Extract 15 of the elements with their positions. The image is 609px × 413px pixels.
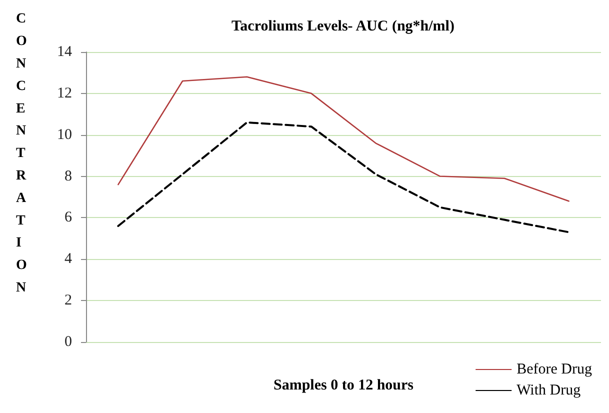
legend-label: Before Drug (516, 362, 592, 378)
y-tick-label: 2 (64, 292, 72, 309)
x-axis-title: Samples 0 to 12 hours (273, 378, 414, 394)
text: CONCENTRATION (16, 12, 27, 296)
y-tick-label: 0 (64, 334, 72, 350)
y-tick-label: 10 (57, 126, 72, 143)
y-tick-label: 8 (64, 168, 72, 184)
chart-title: Tacroliums Levels- AUC (ng*h/ml) (232, 18, 454, 34)
y-tick-label: 14 (57, 44, 72, 60)
y-tick-label: 12 (57, 85, 72, 102)
y-tick-label: 4 (64, 251, 72, 268)
y-tick-label: 6 (64, 210, 72, 226)
legend-label: With Drug (516, 382, 582, 398)
line-series (117, 121, 570, 234)
line-series (118, 76, 570, 202)
